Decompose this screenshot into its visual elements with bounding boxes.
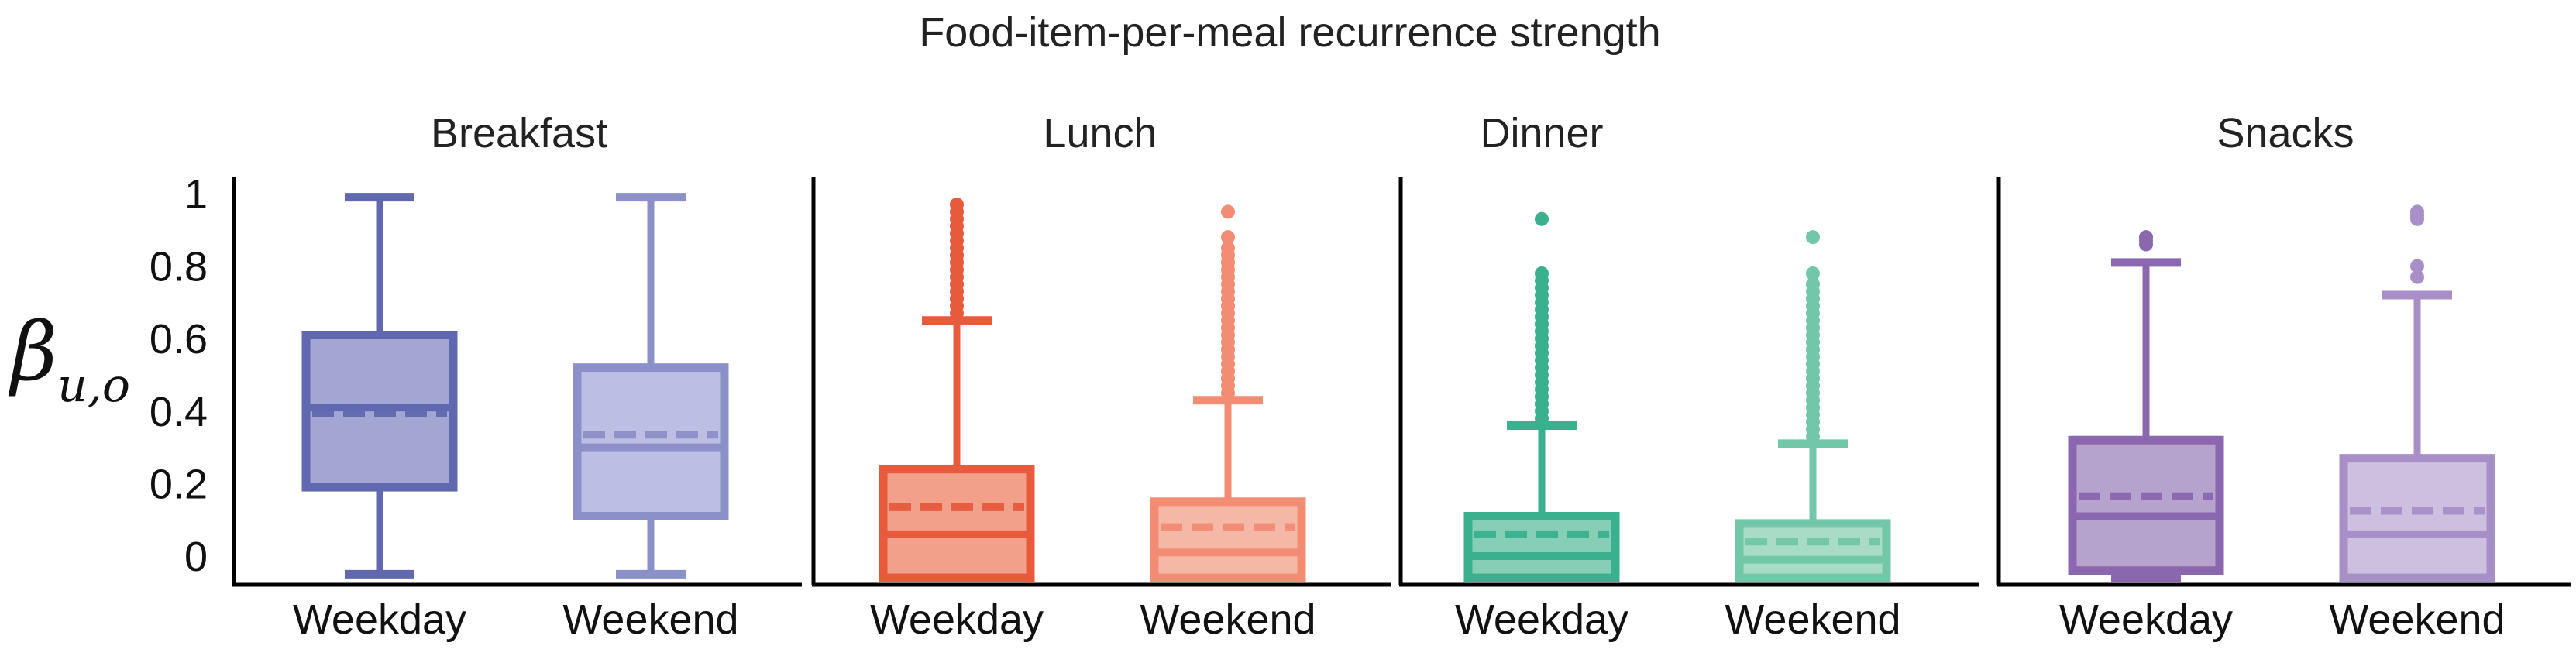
outlier-point [1221, 230, 1235, 245]
iqr-box [2339, 454, 2495, 582]
category-label: Weekend [1140, 596, 1316, 643]
panel-title: Snacks [2217, 110, 2354, 156]
panel-dinner: Dinner Weekday Weekend [1398, 110, 1979, 643]
y-tick-label: 0.8 [150, 244, 208, 290]
outlier-point [2410, 259, 2424, 273]
box-weekday: Weekday [1455, 211, 1628, 643]
y-axis-ticks: 1 0.8 0.6 0.4 0.2 0 [150, 171, 208, 580]
category-label: Weekend [1725, 596, 1900, 643]
panel-breakfast: Breakfast Weekday Weekend [232, 110, 802, 643]
box-weekend: Weekend [1725, 230, 1901, 643]
y-tick-label: 0 [184, 534, 208, 580]
iqr-box [879, 465, 1035, 582]
outlier-point [1806, 277, 1820, 291]
outlier-point [1806, 230, 1820, 245]
y-tick-label: 1 [184, 171, 208, 218]
outlier-point [950, 198, 964, 212]
box-weekend: Weekend [562, 193, 739, 643]
box-weekend: Weekend [1140, 204, 1316, 643]
y-axis-label-subscript: u,o [57, 359, 130, 413]
category-label: Weekday [293, 596, 466, 643]
y-axis-label: βu,o [8, 304, 130, 413]
iqr-box [1735, 519, 1891, 582]
box-weekday: Weekday [870, 198, 1044, 643]
outlier-point [1221, 241, 1235, 256]
panel-title: Dinner [1480, 110, 1603, 156]
outlier-point [1535, 211, 1549, 226]
box-weekend: Weekend [2329, 204, 2505, 643]
y-tick-label: 0.4 [150, 389, 208, 435]
box-weekday: Weekday [293, 193, 466, 643]
outlier-point [2410, 270, 2424, 284]
panel-title: Lunch [1043, 110, 1157, 156]
panel-snacks: Snacks Weekday Weekend [1996, 110, 2571, 643]
category-label: Weekend [2329, 596, 2505, 643]
iqr-box [2068, 435, 2224, 575]
outlier-point [1221, 204, 1235, 219]
category-label: Weekend [562, 596, 738, 643]
y-tick-label: 0.2 [150, 461, 208, 507]
outlier-point [1806, 266, 1820, 280]
outlier-point [1535, 266, 1549, 280]
panel-title: Breakfast [431, 110, 607, 156]
category-label: Weekday [870, 596, 1044, 643]
box-weekday: Weekday [2059, 230, 2233, 643]
y-tick-label: 0.6 [150, 316, 208, 362]
category-label: Weekday [2059, 596, 2233, 643]
iqr-box [1150, 497, 1306, 582]
chart-panels: Breakfast Weekday Weekend Lunch Weekday Weeke… [232, 110, 2571, 643]
outlier-point [2410, 204, 2424, 219]
outlier-point [2139, 230, 2153, 245]
iqr-box [1463, 512, 1620, 582]
y-axis-label-symbol: β [8, 304, 57, 399]
iqr-box [573, 363, 729, 521]
category-label: Weekday [1455, 596, 1628, 643]
panel-lunch: Lunch Weekday Weekend [811, 110, 1391, 643]
figure-title: Food-item-per-meal recurrence strength [919, 9, 1660, 56]
